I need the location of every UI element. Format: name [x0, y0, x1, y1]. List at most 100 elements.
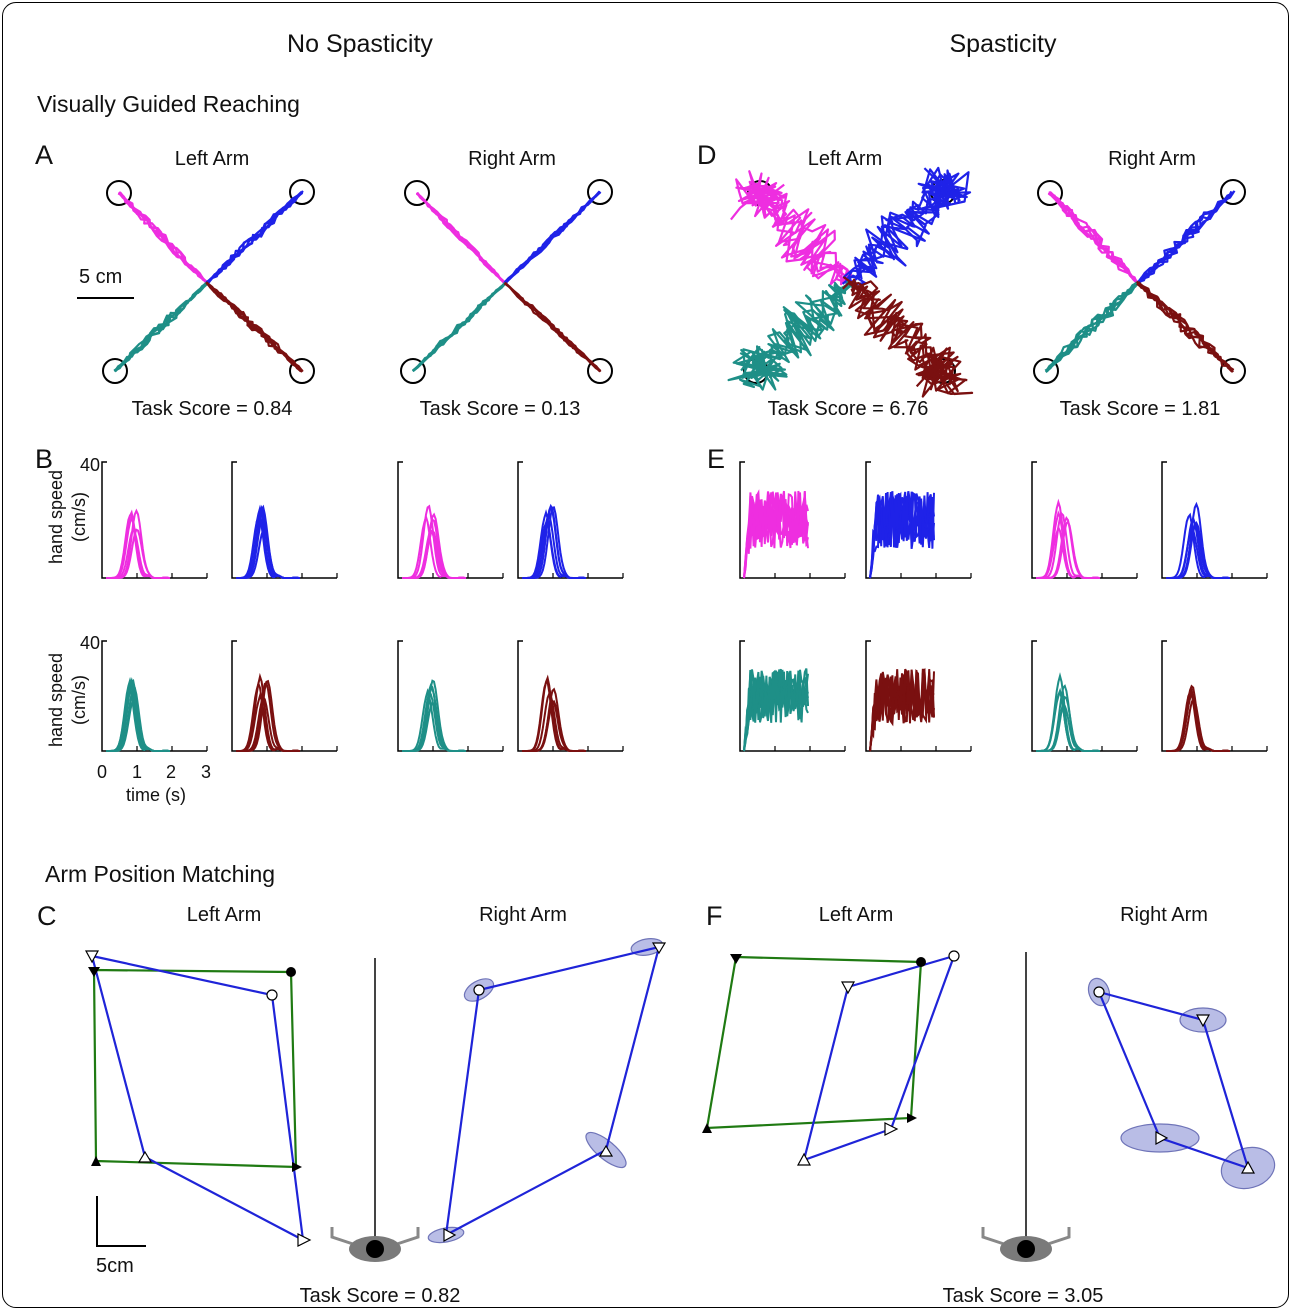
- triangle-marker-icon: [840, 981, 856, 995]
- target-circle-icon: [1220, 179, 1246, 205]
- section-vgr-title: Visually Guided Reaching: [37, 91, 300, 117]
- reach-trajectory: [206, 192, 304, 285]
- reach-trajectory: [1048, 192, 1138, 284]
- speed-axes: [517, 640, 623, 752]
- target-circle-icon: [102, 358, 128, 384]
- panel-c-left-arm: [84, 950, 312, 1247]
- matched-point-icon: [1093, 986, 1105, 998]
- reach-trajectory: [842, 281, 959, 393]
- target-circle-icon: [1037, 180, 1063, 206]
- panel-f-right-arm: [1087, 977, 1276, 1190]
- reach-trajectory: [503, 282, 601, 372]
- speed-plot: [1161, 640, 1268, 752]
- speed-plot: [101, 461, 208, 579]
- speed-plot: [397, 640, 504, 752]
- arm-title-f-left: Left Arm: [819, 904, 893, 926]
- target-circle-icon: [1033, 358, 1059, 384]
- speed-ylabel-text: hand speed: [46, 653, 66, 747]
- target-circle-icon: [400, 358, 426, 384]
- arm-title-c-left: Left Arm: [187, 904, 261, 926]
- speed-plot: [231, 461, 338, 579]
- triangle-marker-icon: [702, 1123, 712, 1133]
- speed-ymax-bottom: 40: [80, 633, 100, 653]
- task-score-a-left: Task Score = 0.84: [132, 398, 293, 420]
- reach-scalebar-label: 5 cm: [79, 266, 122, 288]
- speed-trace: [522, 687, 587, 752]
- target-circle-icon: [587, 358, 613, 384]
- speed-axes: [1161, 461, 1267, 579]
- section-apm-title: Arm Position Matching: [45, 861, 275, 887]
- reach-trajectory: [1046, 281, 1139, 371]
- panel-label-c: C: [37, 901, 57, 931]
- speed-axes: [865, 640, 971, 752]
- triangle-marker-icon: [297, 1233, 312, 1247]
- speed-plot: [1031, 640, 1138, 752]
- speed-trace: [106, 528, 171, 579]
- reach-trajectory: [849, 282, 962, 380]
- target-quad-green: [705, 955, 923, 1130]
- reach-trajectory: [1137, 191, 1235, 284]
- reach-trajectory: [842, 169, 961, 285]
- panel-f-left-arm: [702, 950, 960, 1166]
- eye-icon: [330, 1227, 420, 1262]
- speed-trace: [1166, 697, 1231, 752]
- speed-plot: [517, 640, 624, 752]
- reach-d-right: [1033, 179, 1246, 384]
- match-scalebar: [96, 1196, 146, 1247]
- speed-axes: [517, 461, 623, 579]
- reach-trajectory: [850, 280, 974, 396]
- triangle-marker-icon: [730, 954, 742, 964]
- speed-plot: [397, 461, 504, 579]
- panel-label-b: B: [35, 444, 53, 474]
- speed-axes: [1031, 640, 1137, 752]
- reach-trajectory: [730, 180, 854, 286]
- speed-plot: [865, 640, 972, 752]
- speed-trace: [743, 668, 809, 752]
- speed-trace: [522, 509, 587, 579]
- speed-plot: [1161, 461, 1268, 579]
- speed-yunit-top: (cm/s): [69, 492, 89, 542]
- target-circle-icon: [587, 179, 613, 205]
- triangle-marker-icon: [91, 1156, 101, 1166]
- reach-a-left: [102, 179, 315, 384]
- speed-trace: [869, 491, 935, 579]
- target-circle-icon: [289, 179, 315, 205]
- reach-trajectory: [503, 190, 601, 284]
- reach-trajectory: [412, 282, 507, 372]
- speed-xtick-3: 3: [201, 762, 211, 782]
- speed-trace: [1036, 510, 1101, 579]
- reach-trajectory: [118, 192, 208, 283]
- speed-trace: [869, 669, 935, 752]
- target-circle-icon: [404, 180, 430, 206]
- reach-trajectory: [205, 281, 304, 373]
- speed-ylabel-top: hand speed: [46, 470, 66, 564]
- reach-trajectory: [114, 281, 208, 372]
- target-circle-icon: [289, 358, 315, 384]
- speed-plot: [739, 461, 846, 579]
- arm-title-d-left: Left Arm: [808, 148, 882, 170]
- target-circle-icon: [1220, 358, 1246, 384]
- speed-axes: [231, 640, 337, 752]
- speed-axes: [101, 461, 207, 579]
- speed-axes: [739, 461, 845, 579]
- hand-speed-plots: [101, 461, 1268, 752]
- speed-axes: [1031, 461, 1137, 579]
- triangle-marker-icon: [651, 942, 667, 955]
- triangle-marker-icon: [1155, 1130, 1169, 1146]
- reach-d-left: [727, 166, 974, 398]
- panel-label-e: E: [707, 444, 725, 474]
- triangle-marker-icon: [292, 1162, 302, 1172]
- speed-axes: [397, 461, 503, 579]
- arm-title-c-right: Right Arm: [479, 904, 567, 926]
- triangle-marker-icon: [884, 1122, 899, 1136]
- reaching-trajectories: [102, 166, 1246, 398]
- target-dot-icon: [286, 967, 296, 977]
- speed-axes: [739, 640, 845, 752]
- reach-trajectory: [1047, 192, 1140, 286]
- task-score-f: Task Score = 3.05: [943, 1285, 1104, 1307]
- arm-title-a-left: Left Arm: [175, 148, 249, 170]
- speed-trace: [236, 504, 301, 579]
- arm-title-d-right: Right Arm: [1108, 148, 1196, 170]
- speed-trace: [402, 518, 467, 579]
